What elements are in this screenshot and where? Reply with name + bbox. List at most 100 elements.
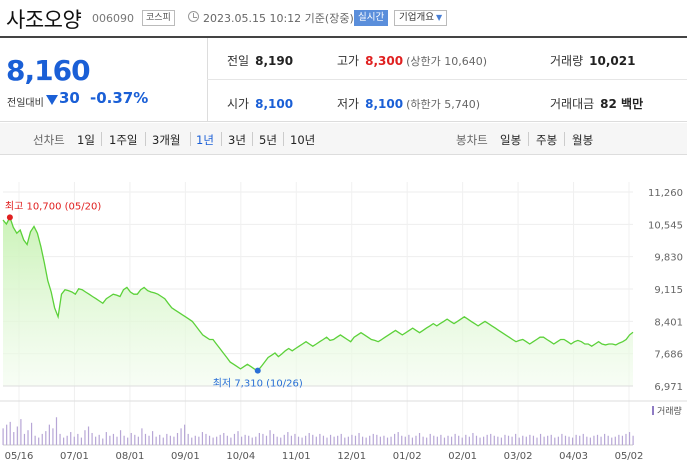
divider <box>221 132 222 146</box>
volume-bar <box>6 424 8 445</box>
volume-bar <box>258 432 260 445</box>
volume-bar <box>9 421 11 445</box>
volume-bar <box>628 432 631 445</box>
price-chart[interactable]: 6,971 7,686 8,401 9,115 9,830 10,545 11,260 05/… <box>0 156 687 473</box>
tab-weekly[interactable]: 주봉 <box>536 133 558 147</box>
volume-bar <box>571 437 574 445</box>
volume-bar <box>515 433 517 445</box>
volume-bar <box>84 430 86 445</box>
volume-bar <box>198 436 200 445</box>
stat-amount-key: 거래대금 <box>550 97 595 111</box>
volume-bar <box>433 435 435 445</box>
volume-bar <box>507 435 510 445</box>
tab-3m[interactable]: 3개월 <box>152 133 181 147</box>
volume-bar <box>333 436 335 445</box>
volume-bar <box>180 428 182 445</box>
divider <box>207 38 208 122</box>
stock-code: 006090 <box>92 12 134 25</box>
volume-bar <box>45 431 47 445</box>
tab-1y[interactable]: 1년 <box>196 133 214 147</box>
volume-bar <box>276 436 278 445</box>
volume-bar <box>144 433 147 445</box>
stat-open: 시가 8,100 <box>227 95 293 112</box>
volume-bar <box>98 434 100 445</box>
stat-low: 저가 8,100 (하한가 5,740) <box>337 95 480 112</box>
volume-bar <box>70 432 72 445</box>
clock-icon <box>188 11 199 22</box>
volume-bar <box>87 426 90 445</box>
volume-bar <box>607 435 609 445</box>
volume-bar <box>315 436 317 445</box>
chart-period-tabs: 선차트 1일 1주일 3개월 1년 3년 5년 10년 봉차트 일봉 주봉 월봉 <box>0 123 687 155</box>
volume-bar <box>525 436 527 445</box>
volume-bar <box>490 433 492 445</box>
stat-upper-limit: (상한가 10,640) <box>406 55 487 68</box>
tab-monthly[interactable]: 월봉 <box>572 133 594 147</box>
volume-bar <box>401 435 403 445</box>
volume-bar <box>465 434 467 445</box>
x-tick-label: 11/01 <box>282 451 311 462</box>
tab-1w[interactable]: 1주일 <box>109 133 138 147</box>
volume-bar <box>166 433 168 445</box>
volume-bar <box>55 417 58 445</box>
price-area <box>3 217 633 386</box>
volume-bar <box>358 432 360 445</box>
tab-3y[interactable]: 3년 <box>228 133 246 147</box>
volume-bar <box>208 435 211 445</box>
volume-bar <box>130 432 132 445</box>
volume-bar <box>372 433 374 445</box>
volume-bar <box>361 436 364 445</box>
x-tick-label: 09/01 <box>171 451 200 462</box>
volume-bar <box>41 433 43 445</box>
divider <box>528 132 529 146</box>
y-tick-label: 9,115 <box>654 285 683 296</box>
volume-bar <box>596 434 599 445</box>
volume-bar <box>472 432 474 445</box>
volume-bar <box>255 436 257 445</box>
volume-bar <box>479 437 481 445</box>
tab-10y[interactable]: 10년 <box>290 133 316 147</box>
volume-bar <box>119 430 122 445</box>
volume-bar <box>483 436 485 445</box>
divider <box>564 132 565 146</box>
volume-legend-icon <box>652 406 654 415</box>
volume-bar <box>376 434 378 445</box>
volume-bar <box>301 437 303 445</box>
volume-bar <box>429 433 431 445</box>
volume-bar <box>159 434 161 445</box>
stat-low-value: 8,100 <box>365 97 404 111</box>
volume-bar <box>59 433 61 445</box>
volume-bar <box>404 436 406 445</box>
volume-bar <box>415 435 417 445</box>
volume-bar <box>95 436 97 445</box>
tab-daily[interactable]: 일봉 <box>500 133 522 147</box>
max-label: 최고 10,700 (05/20) <box>5 200 101 212</box>
volume-bar <box>539 433 542 445</box>
volume-bar <box>155 436 157 445</box>
volume-bar <box>127 437 129 445</box>
company-info-button[interactable]: 기업개요 ▼ <box>394 10 448 26</box>
volume-legend: 거래량 <box>657 405 682 417</box>
tab-5y[interactable]: 5년 <box>259 133 277 147</box>
stat-prev-key: 전일 <box>227 54 250 68</box>
tab-1d[interactable]: 1일 <box>77 133 95 147</box>
volume-bar <box>522 435 524 445</box>
volume-bar <box>625 433 627 445</box>
realtime-button[interactable]: 실시간 <box>354 10 389 26</box>
volume-bar <box>568 436 570 445</box>
volume-bar <box>426 437 428 445</box>
min-marker <box>254 367 261 374</box>
stock-header: 사조오양 006090 코스피 2023.05.15 10:12 기준(장중) … <box>0 0 687 36</box>
volume-bar <box>532 435 535 445</box>
volume-bar <box>105 432 107 445</box>
divider <box>207 79 687 80</box>
volume-bar <box>77 433 79 445</box>
volume-bar <box>497 436 499 445</box>
y-tick-label: 8,401 <box>654 317 683 328</box>
volume-bar <box>422 436 424 445</box>
volume-bar <box>91 432 93 445</box>
volume-bar <box>486 434 488 445</box>
volume-bar <box>244 434 246 445</box>
volume-bar <box>447 435 449 445</box>
volume-bar <box>308 432 310 445</box>
